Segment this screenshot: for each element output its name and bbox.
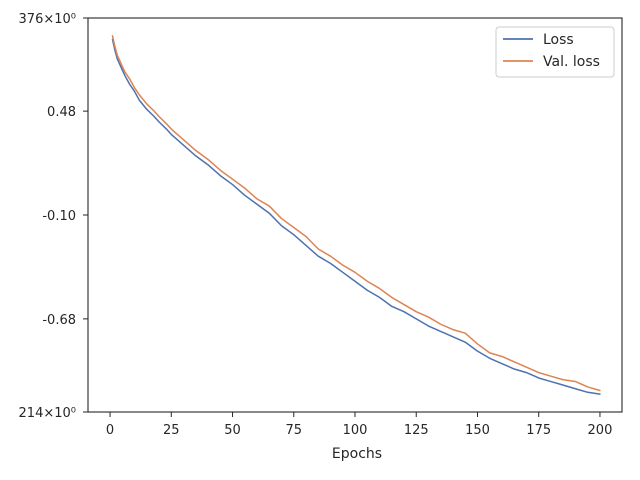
y-tick-label: 214×10⁰	[19, 406, 76, 421]
x-tick-label: 100	[343, 423, 368, 438]
x-tick-label: 150	[465, 423, 490, 438]
x-tick-label: 175	[526, 423, 551, 438]
y-tick-label: -0.68	[42, 313, 76, 328]
x-tick-label: 200	[588, 423, 613, 438]
x-tick-label: 125	[404, 423, 429, 438]
series-line-val-loss	[111, 35, 601, 392]
legend-label-loss: Loss	[543, 32, 574, 48]
x-tick-label: 0	[106, 423, 114, 438]
x-tick-label: 50	[224, 423, 241, 438]
legend: Loss Val. loss	[495, 26, 615, 78]
axes: 0 25 50 75 100 125 150 175 200 214×10⁰ -0.68 -0.10 0…	[19, 12, 623, 462]
x-tick-label: 25	[163, 423, 180, 438]
y-tick-label: 0.48	[47, 105, 76, 120]
plot-background	[88, 18, 622, 412]
x-axis-title: Epochs	[332, 446, 382, 462]
y-tick-label: 376×10⁰	[19, 12, 76, 27]
series-line-loss	[111, 38, 601, 395]
plot-area	[88, 18, 622, 412]
y-tick-label: -0.10	[42, 209, 76, 224]
legend-label-val-loss: Val. loss	[543, 54, 600, 70]
series-layer	[111, 35, 601, 395]
x-tick-label: 75	[285, 423, 302, 438]
